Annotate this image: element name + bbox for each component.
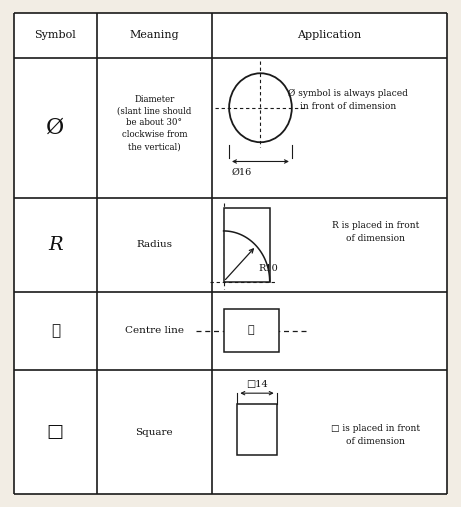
Text: Ø symbol is always placed
in front of dimension: Ø symbol is always placed in front of di… (288, 89, 408, 111)
Text: Square: Square (136, 428, 173, 437)
Text: □14: □14 (246, 380, 268, 389)
Text: R10: R10 (259, 264, 278, 273)
Text: Ø16: Ø16 (231, 167, 252, 176)
Text: Radius: Radius (136, 240, 172, 249)
Bar (237, 405, 277, 455)
Text: R is placed in front
of dimension: R is placed in front of dimension (332, 221, 420, 243)
Text: Meaning: Meaning (130, 30, 179, 41)
Text: Ø: Ø (46, 117, 65, 139)
Bar (224, 309, 279, 352)
Text: ℄: ℄ (51, 324, 60, 338)
Text: □ is placed in front
of dimension: □ is placed in front of dimension (331, 424, 420, 446)
Text: Symbol: Symbol (35, 30, 76, 41)
Text: ℄: ℄ (248, 325, 254, 335)
Text: Diameter
(slant line should
be about 30°
clockwise from
the vertical): Diameter (slant line should be about 30°… (117, 95, 192, 151)
Text: □: □ (47, 423, 64, 441)
Text: R: R (48, 236, 63, 254)
Text: Centre line: Centre line (125, 327, 184, 335)
Bar (224, 208, 270, 282)
Text: Application: Application (297, 30, 362, 41)
